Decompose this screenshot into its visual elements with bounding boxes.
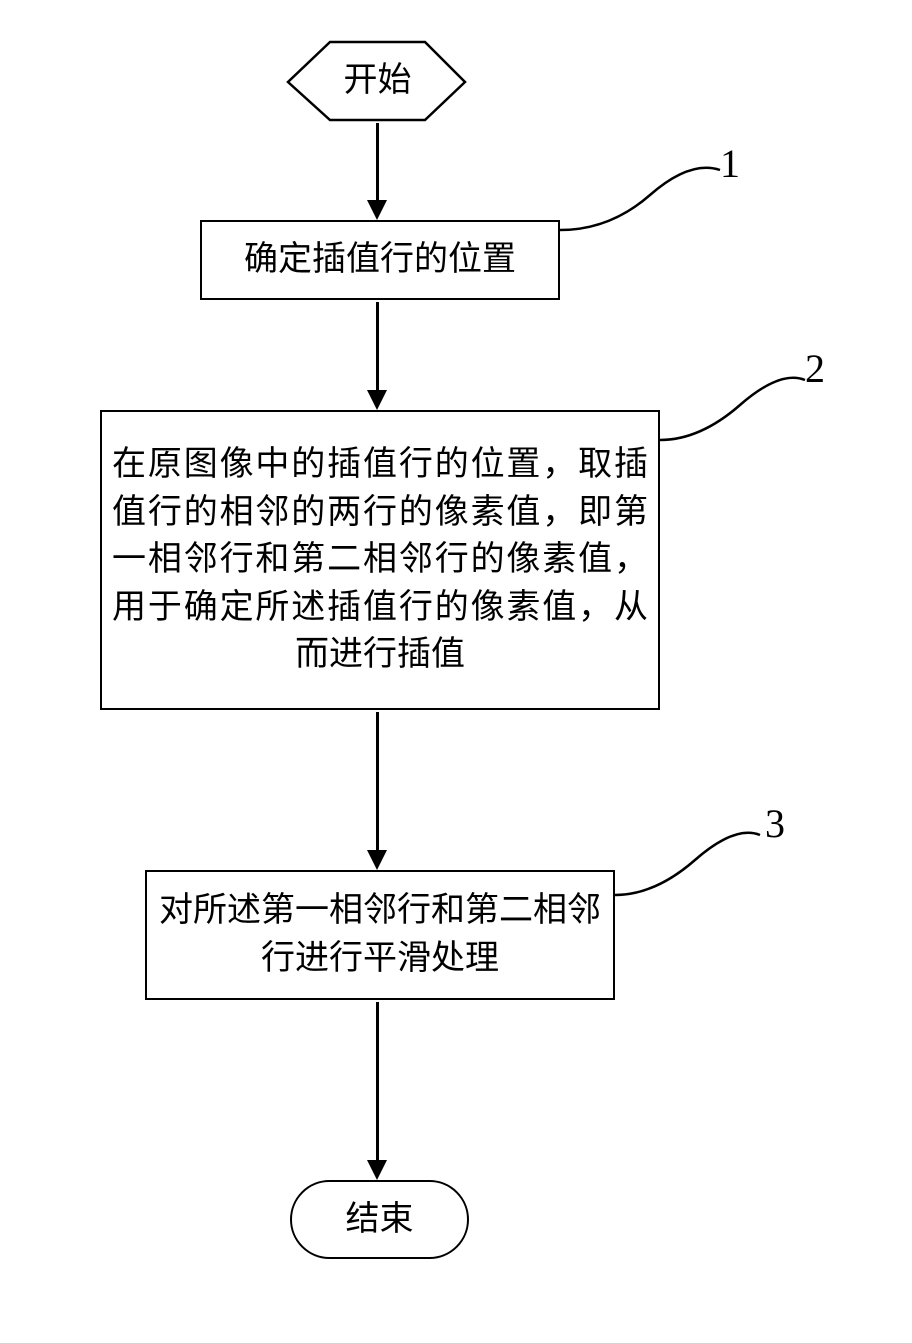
arrow-4-line — [376, 1002, 379, 1160]
step3-box: 对所述第一相邻行和第二相邻行进行平滑处理 — [145, 870, 615, 1000]
arrow-4-head — [367, 1160, 387, 1180]
step2-label: 在原图像中的插值行的位置，取插值行的相邻的两行的像素值，即第一相邻行和第二相邻行… — [112, 441, 648, 679]
callout-2-line — [660, 360, 820, 450]
flowchart-container: 开始 确定插值行的位置 1 在原图像中的插值行的位置，取插值行的相邻的两行的像素… — [0, 0, 912, 1343]
callout-3-number: 3 — [765, 800, 785, 847]
arrow-2-line — [376, 302, 379, 390]
step1-box: 确定插值行的位置 — [200, 220, 560, 300]
step1-label: 确定插值行的位置 — [244, 236, 516, 284]
arrow-1-head — [367, 200, 387, 220]
step2-box: 在原图像中的插值行的位置，取插值行的相邻的两行的像素值，即第一相邻行和第二相邻行… — [100, 410, 660, 710]
start-label-wrap: 开始 — [285, 40, 470, 122]
step3-label: 对所述第一相邻行和第二相邻行进行平滑处理 — [157, 887, 603, 982]
callout-3-line — [615, 815, 775, 905]
arrow-3-head — [367, 850, 387, 870]
arrow-1-line — [376, 123, 379, 201]
callout-1-line — [560, 155, 730, 235]
start-label: 开始 — [344, 57, 412, 105]
arrow-2-head — [367, 390, 387, 410]
end-label: 结束 — [346, 1196, 414, 1244]
callout-1-number: 1 — [720, 140, 740, 187]
callout-2-number: 2 — [805, 345, 825, 392]
end-node: 结束 — [290, 1180, 469, 1259]
arrow-3-line — [376, 712, 379, 850]
